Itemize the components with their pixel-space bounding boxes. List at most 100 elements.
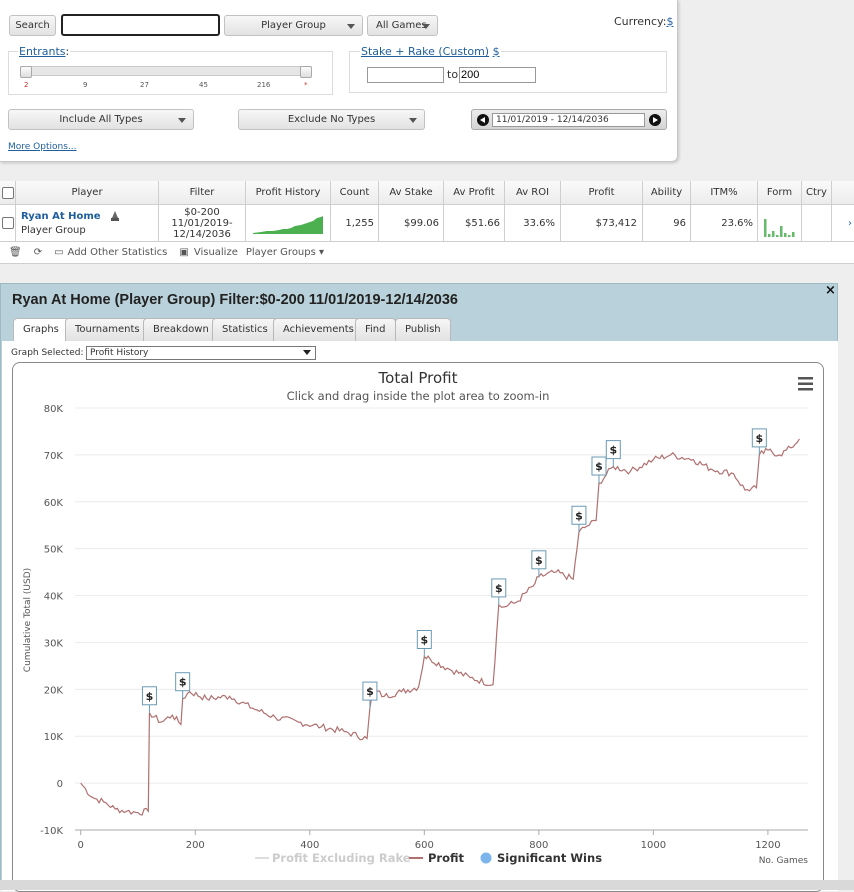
entrants-slider-min-handle[interactable] — [20, 66, 32, 78]
tab-graphs[interactable]: Graphs — [13, 318, 69, 342]
significant-win-flag[interactable]: $ — [491, 578, 507, 605]
hamburger-menu-icon[interactable] — [798, 377, 813, 391]
select-all-checkbox[interactable] — [1, 186, 14, 199]
significant-win-flag[interactable]: $ — [571, 505, 587, 533]
include-types-select[interactable]: Include All Types — [8, 109, 194, 130]
entrants-heading: Entrants: — [18, 45, 71, 58]
significant-win-flag[interactable]: $ — [751, 428, 767, 455]
ability-cell: 96 — [643, 205, 691, 242]
significant-win-flag[interactable]: $ — [175, 672, 191, 699]
filter-line: 11/01/2019- — [171, 217, 233, 229]
significant-win-flag[interactable]: $ — [141, 686, 157, 713]
significant-win-flag[interactable]: $ — [605, 440, 621, 467]
column-header-count[interactable]: Count — [331, 181, 379, 205]
column-header-av-profit[interactable]: Av Profit — [444, 181, 505, 205]
search-button[interactable]: Search — [9, 15, 56, 36]
profit-chart[interactable]: Total Profit Click and drag inside the p… — [13, 363, 823, 891]
entrants-link[interactable]: Entrants — [19, 45, 66, 58]
chart-legend: Profit Excluding Rake Profit Significant… — [255, 851, 602, 865]
column-header-av-stake[interactable]: Av Stake — [379, 181, 444, 205]
refresh-icon[interactable]: ⟳ — [33, 247, 43, 258]
add-other-statistics-button[interactable]: Add Other Statistics — [67, 247, 168, 258]
x-tick-label: 400 — [300, 840, 319, 851]
tab-breakdown[interactable]: Breakdown — [143, 318, 219, 341]
tab-find[interactable]: Find — [355, 318, 396, 341]
significant-win-flag[interactable]: $ — [362, 681, 378, 709]
column-header-av-roi[interactable]: Av ROI — [505, 181, 561, 205]
player-results-panel: Ryan At Home (Player Group) Filter:$0-20… — [0, 283, 838, 892]
exclude-types-select[interactable]: Exclude No Types — [238, 109, 425, 130]
columns-icon[interactable]: ▭ — [54, 247, 64, 258]
column-header-player[interactable]: Player — [16, 181, 159, 205]
significant-win-flag[interactable]: $ — [416, 630, 432, 657]
trash-icon[interactable]: 🗑 — [9, 247, 22, 258]
column-header-ctry[interactable]: Ctry — [802, 181, 832, 205]
profit-cell: $73,412 — [561, 205, 643, 242]
legend-item-profit-excluding-rake[interactable]: Profit Excluding Rake — [255, 851, 411, 865]
y-tick-label: 70K — [44, 451, 64, 462]
y-tick-label: 80K — [44, 404, 64, 415]
stake-from-input[interactable] — [367, 67, 444, 83]
column-header-itm[interactable]: ITM% — [691, 181, 758, 205]
row-more-link[interactable]: › — [832, 205, 854, 242]
tab-statistics[interactable]: Statistics — [212, 318, 278, 341]
column-header-form[interactable]: Form — [758, 181, 802, 205]
date-prev-button[interactable] — [477, 114, 489, 126]
stake-currency-link[interactable]: $ — [492, 45, 500, 58]
taskbar — [0, 880, 854, 890]
column-header-profit[interactable]: Profit — [561, 181, 643, 205]
entrants-tick: 45 — [199, 81, 208, 89]
entrants-range-slider[interactable] — [20, 66, 312, 78]
more-options-link[interactable]: More Options... — [8, 142, 77, 152]
form-bar — [780, 226, 783, 237]
date-next-button[interactable] — [649, 114, 661, 126]
tab-achievements[interactable]: Achievements — [273, 318, 364, 341]
significant-win-flag[interactable]: $ — [531, 550, 547, 577]
entrants-tick: * — [304, 81, 308, 89]
significant-win-flag[interactable]: $ — [591, 456, 607, 484]
profit-chart-frame: Total Profit Click and drag inside the p… — [12, 362, 824, 892]
player-groups-menu[interactable]: Player Groups ▾ — [246, 247, 324, 258]
stake-to-input[interactable] — [459, 67, 536, 83]
graph-selected-label: Graph Selected: — [11, 348, 84, 358]
filter-cell: $0-200 11/01/2019- 12/14/2036 — [159, 205, 246, 242]
chevron-down-icon — [347, 24, 355, 29]
graphs-tab-content: Graph Selected: Profit History Total Pro… — [2, 341, 838, 892]
stake-rake-link[interactable]: Stake + Rake (Custom) — [361, 45, 490, 58]
column-header-profit-history[interactable]: Profit History — [246, 181, 331, 205]
x-tick-label: 1000 — [641, 840, 666, 851]
column-header-filter[interactable]: Filter — [159, 181, 246, 205]
legend-item-profit[interactable]: Profit — [409, 851, 465, 865]
significant-win-label: $ — [179, 676, 187, 689]
profit-history-cell[interactable] — [246, 205, 331, 242]
profit-history-sparkline — [253, 216, 323, 234]
player-group-select[interactable]: Player Group — [224, 15, 363, 36]
graph-select-dropdown[interactable]: Profit History — [86, 346, 316, 360]
profit-series-line[interactable] — [80, 438, 800, 816]
tab-publish[interactable]: Publish — [395, 318, 451, 341]
x-tick-label: 200 — [186, 840, 205, 851]
legend-item-significant-wins[interactable]: Significant Wins — [480, 851, 603, 865]
player-name-link[interactable]: Ryan At Home — [21, 210, 101, 222]
close-icon[interactable]: × — [825, 283, 836, 298]
entrants-slider-max-handle[interactable] — [300, 66, 312, 78]
legend-label: Significant Wins — [497, 851, 602, 865]
search-input[interactable] — [61, 14, 220, 36]
games-select-label: All Games — [376, 20, 427, 31]
filter-line: 12/14/2036 — [173, 228, 231, 240]
graph-select-value: Profit History — [90, 348, 149, 358]
significant-win-label: $ — [755, 432, 763, 445]
y-tick-label: 50K — [44, 545, 64, 556]
visualize-button[interactable]: Visualize — [193, 247, 238, 258]
currency-link[interactable]: $ — [666, 15, 674, 28]
games-select[interactable]: All Games — [367, 15, 438, 36]
entrants-tick: 216 — [257, 81, 271, 89]
significant-win-label: $ — [495, 582, 503, 595]
row-checkbox[interactable] — [1, 217, 14, 229]
stake-box — [349, 51, 667, 93]
legend-label: Profit Excluding Rake — [272, 851, 411, 865]
date-range-input[interactable]: 11/01/2019 - 12/14/2036 — [492, 113, 645, 127]
entrants-tick: 2 — [24, 81, 29, 89]
column-header-ability[interactable]: Ability — [643, 181, 691, 205]
tab-tournaments[interactable]: Tournaments — [65, 318, 150, 341]
